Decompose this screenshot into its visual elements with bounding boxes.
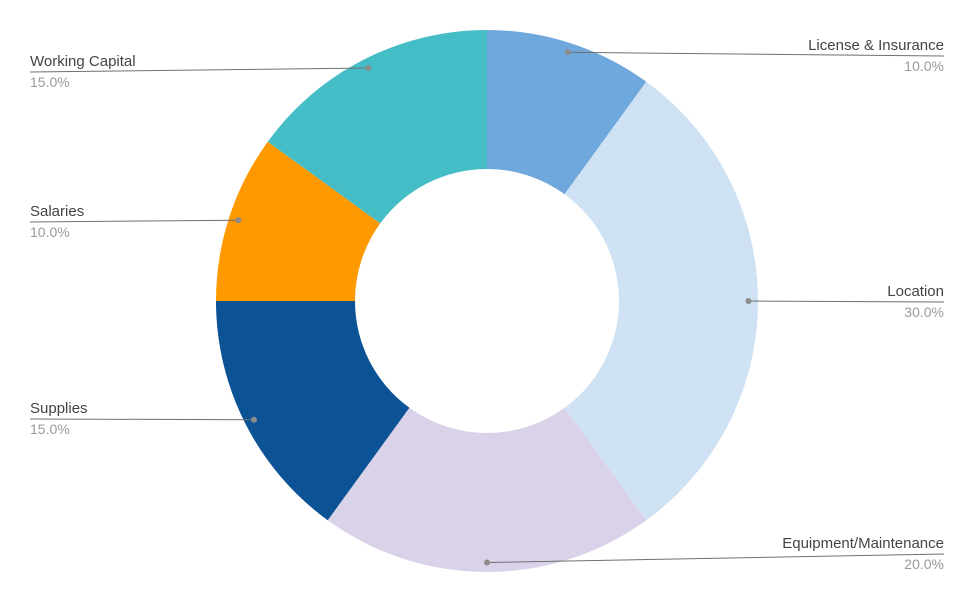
slice-value-salaries: 10.0% — [30, 224, 70, 240]
labels-group: License & Insurance 10.0% Location 30.0% Equ… — [30, 37, 944, 572]
slice-value-location: 30.0% — [904, 304, 944, 320]
leader-line-location — [748, 300, 945, 303]
leader-dot-license-insurance — [564, 49, 571, 56]
slice-label-equipment-maintenance: Equipment/Maintenance — [782, 535, 944, 552]
slice-label-working-capital: Working Capital — [30, 53, 136, 70]
slice-value-working-capital: 15.0% — [30, 74, 70, 90]
slice-working-capital — [267, 30, 487, 224]
slice-salaries — [216, 141, 381, 301]
slice-label-location: Location — [887, 283, 944, 300]
leader-line-license-insurance — [567, 51, 945, 57]
slice-value-license-insurance: 10.0% — [904, 58, 944, 74]
slice-license-insurance — [487, 30, 647, 195]
leader-line-supplies — [29, 418, 255, 421]
leader-line-working-capital — [29, 67, 369, 73]
leader-line-equipment-maintenance — [486, 553, 945, 563]
slice-supplies — [216, 301, 410, 521]
slice-value-supplies: 15.0% — [30, 421, 70, 437]
leader-dot-working-capital — [365, 65, 372, 72]
slice-equipment-maintenance — [327, 407, 647, 572]
slice-label-license-insurance: License & Insurance — [808, 37, 944, 54]
leader-line-salaries — [29, 219, 239, 223]
slice-label-supplies: Supplies — [30, 400, 88, 417]
leader-dot-salaries — [235, 217, 242, 224]
leader-dot-equipment-maintenance — [484, 559, 490, 566]
leader-lines-group — [29, 49, 945, 566]
slice-label-salaries: Salaries — [30, 203, 84, 220]
leader-dot-location — [745, 298, 752, 304]
slice-value-equipment-maintenance: 20.0% — [904, 556, 944, 572]
slices-group — [216, 30, 758, 572]
leader-dot-supplies — [251, 416, 258, 423]
slice-location — [564, 81, 758, 521]
